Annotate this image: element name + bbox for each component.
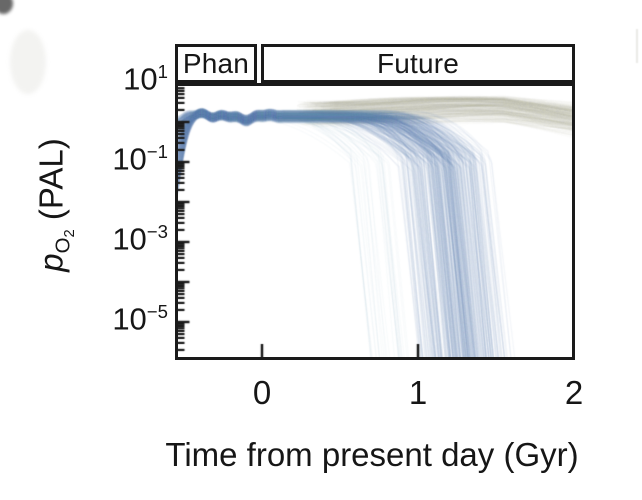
future-period-box: Future: [261, 44, 575, 83]
ensemble-plot-canvas: [178, 86, 572, 357]
x-tick-label: 0: [252, 374, 272, 411]
x-tick-label: 2: [564, 374, 584, 411]
light-blob-artifact: [10, 30, 46, 94]
y-title-units: (PAL): [32, 138, 70, 230]
phanerozoic-label: Phan: [182, 47, 250, 79]
y-tick-label: 10−3: [112, 221, 168, 257]
x-axis-title: Time from present day (Gyr): [165, 436, 579, 473]
y-tick-label: 10−1: [112, 141, 168, 177]
y-title-symbol: p: [32, 253, 70, 272]
y-tick-label: 10−5: [112, 301, 168, 337]
corner-smudge-artifact: [0, 0, 13, 14]
x-tick-label: 1: [408, 374, 428, 411]
right-edge-artifact: [636, 29, 638, 63]
y-tick-label: 101: [123, 61, 168, 97]
y-title-subsubscript: 2: [61, 229, 78, 238]
y-axis-title: pO2 (PAL): [33, 138, 78, 272]
future-label: Future: [376, 47, 460, 79]
y-title-subscript: O2: [51, 229, 78, 254]
phanerozoic-period-box: Phan: [175, 44, 257, 83]
